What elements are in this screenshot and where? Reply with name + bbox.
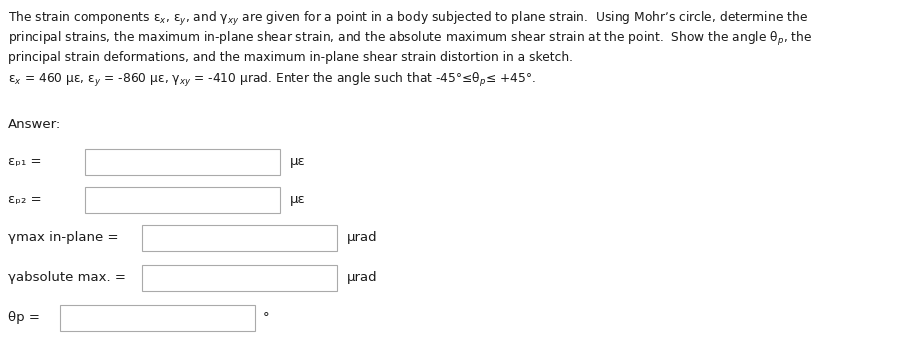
Text: principal strains, the maximum in-plane shear strain, and the absolute maximum s: principal strains, the maximum in-plane …: [8, 30, 812, 49]
Bar: [85, 187, 280, 213]
Text: με: με: [290, 194, 306, 206]
Bar: [142, 265, 337, 291]
Text: εₚ₂ =: εₚ₂ =: [8, 194, 42, 206]
Text: γmax in-plane =: γmax in-plane =: [8, 231, 118, 245]
Text: θp =: θp =: [8, 312, 40, 324]
Text: The strain components ε$_x$, ε$_y$, and γ$_{xy}$ are given for a point in a body: The strain components ε$_x$, ε$_y$, and …: [8, 10, 808, 28]
Text: principal strain deformations, and the maximum in-plane shear strain distortion : principal strain deformations, and the m…: [8, 51, 573, 64]
Text: ε$_x$ = 460 με, ε$_y$ = -860 με, γ$_{xy}$ = -410 μrad. Enter the angle such that: ε$_x$ = 460 με, ε$_y$ = -860 με, γ$_{xy}…: [8, 71, 536, 90]
Text: μrad: μrad: [347, 272, 378, 285]
Text: εₚ₁ =: εₚ₁ =: [8, 155, 42, 168]
Text: γabsolute max. =: γabsolute max. =: [8, 272, 126, 285]
Text: Answer:: Answer:: [8, 118, 61, 131]
Text: με: με: [290, 155, 306, 168]
Bar: [142, 225, 337, 251]
Bar: [85, 149, 280, 175]
Text: °: °: [263, 312, 270, 324]
Text: μrad: μrad: [347, 231, 378, 245]
Bar: [60, 305, 255, 331]
